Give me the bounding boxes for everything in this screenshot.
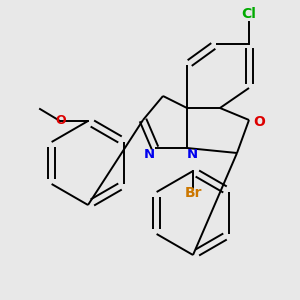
- Text: Br: Br: [184, 186, 202, 200]
- Text: O: O: [253, 115, 265, 129]
- Text: N: N: [186, 148, 198, 160]
- Text: O: O: [56, 113, 66, 127]
- Text: Cl: Cl: [242, 7, 256, 21]
- Text: N: N: [143, 148, 155, 160]
